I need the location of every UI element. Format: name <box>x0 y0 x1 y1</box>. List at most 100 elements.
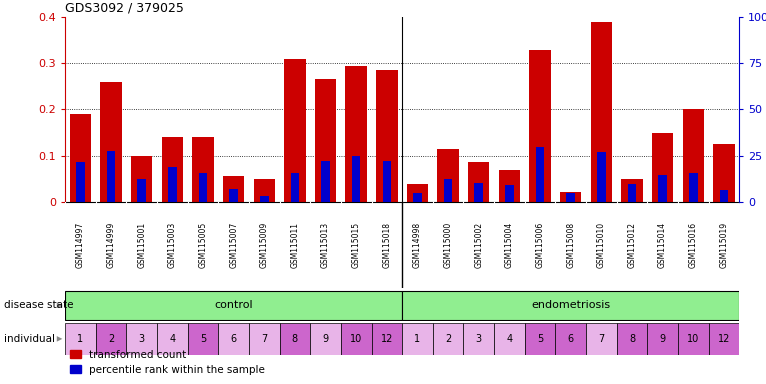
Text: 8: 8 <box>629 334 635 344</box>
Bar <box>168 167 177 202</box>
Bar <box>444 179 453 202</box>
Text: GSM115005: GSM115005 <box>198 222 208 268</box>
Bar <box>106 151 116 202</box>
Bar <box>658 175 667 202</box>
Text: GSM115007: GSM115007 <box>229 222 238 268</box>
Bar <box>407 184 428 202</box>
Text: GSM115011: GSM115011 <box>290 222 300 268</box>
Bar <box>433 323 463 354</box>
Bar <box>315 79 336 202</box>
Bar <box>70 114 91 202</box>
Bar <box>652 133 673 202</box>
Text: disease state: disease state <box>4 300 74 310</box>
Text: GSM115019: GSM115019 <box>719 222 728 268</box>
Bar <box>597 152 606 202</box>
Text: 5: 5 <box>200 334 206 344</box>
Text: GSM115012: GSM115012 <box>627 222 637 268</box>
Bar <box>260 196 269 202</box>
Bar <box>413 193 422 202</box>
Bar <box>713 144 735 202</box>
Legend: transformed count, percentile rank within the sample: transformed count, percentile rank withi… <box>70 350 265 375</box>
Bar <box>617 323 647 354</box>
Text: 12: 12 <box>718 334 730 344</box>
Text: 9: 9 <box>660 334 666 344</box>
Text: GSM115008: GSM115008 <box>566 222 575 268</box>
Text: 7: 7 <box>261 334 267 344</box>
Text: endometriosis: endometriosis <box>531 300 611 310</box>
Text: 9: 9 <box>322 334 329 344</box>
Bar <box>437 149 459 202</box>
Bar <box>525 323 555 354</box>
Text: GSM115015: GSM115015 <box>352 222 361 268</box>
Text: 1: 1 <box>77 334 83 344</box>
Bar <box>529 50 551 202</box>
Bar <box>621 179 643 202</box>
Bar <box>65 323 96 354</box>
Bar <box>352 156 361 202</box>
Text: 2: 2 <box>445 334 451 344</box>
Text: 10: 10 <box>687 334 699 344</box>
Bar <box>555 323 586 354</box>
Bar <box>586 323 617 354</box>
Text: 4: 4 <box>169 334 175 344</box>
Text: GSM114999: GSM114999 <box>106 222 116 268</box>
Bar <box>678 323 709 354</box>
Text: GSM115018: GSM115018 <box>382 222 391 268</box>
Bar <box>126 323 157 354</box>
Bar <box>284 59 306 202</box>
Bar <box>402 291 739 320</box>
Bar <box>709 323 739 354</box>
Bar <box>192 137 214 202</box>
Bar <box>100 82 122 202</box>
Bar <box>321 161 330 202</box>
Text: GSM115009: GSM115009 <box>260 222 269 268</box>
Bar <box>188 323 218 354</box>
Bar <box>683 109 704 202</box>
Bar <box>535 147 545 202</box>
Bar <box>474 183 483 202</box>
Bar <box>65 291 402 320</box>
Bar <box>463 323 494 354</box>
Text: 8: 8 <box>292 334 298 344</box>
Bar <box>198 173 208 202</box>
Bar <box>566 193 575 202</box>
Text: GSM114998: GSM114998 <box>413 222 422 268</box>
Bar <box>345 66 367 202</box>
Bar <box>719 190 728 202</box>
Bar <box>560 192 581 202</box>
Text: 1: 1 <box>414 334 421 344</box>
Bar <box>382 161 391 202</box>
Bar <box>223 176 244 202</box>
Bar <box>137 179 146 202</box>
Bar <box>162 137 183 202</box>
Text: GSM115006: GSM115006 <box>535 222 545 268</box>
Bar <box>341 323 372 354</box>
Bar <box>76 162 85 202</box>
Text: 6: 6 <box>231 334 237 344</box>
Bar <box>627 184 637 202</box>
Text: GSM115004: GSM115004 <box>505 222 514 268</box>
Text: GSM115013: GSM115013 <box>321 222 330 268</box>
Bar <box>157 323 188 354</box>
Text: control: control <box>214 300 253 310</box>
Bar <box>290 173 300 202</box>
Bar <box>96 323 126 354</box>
Text: 12: 12 <box>381 334 393 344</box>
Bar <box>499 170 520 202</box>
Bar <box>468 162 489 202</box>
Bar <box>376 70 398 202</box>
Text: GSM114997: GSM114997 <box>76 222 85 268</box>
Bar <box>402 323 433 354</box>
Text: 6: 6 <box>568 334 574 344</box>
Bar <box>249 323 280 354</box>
Bar <box>494 323 525 354</box>
Bar <box>647 323 678 354</box>
Bar <box>372 323 402 354</box>
Bar <box>218 323 249 354</box>
Text: 3: 3 <box>476 334 482 344</box>
Bar <box>689 173 698 202</box>
Text: GSM115010: GSM115010 <box>597 222 606 268</box>
Bar <box>131 156 152 202</box>
Bar <box>229 189 238 202</box>
Text: 7: 7 <box>598 334 604 344</box>
